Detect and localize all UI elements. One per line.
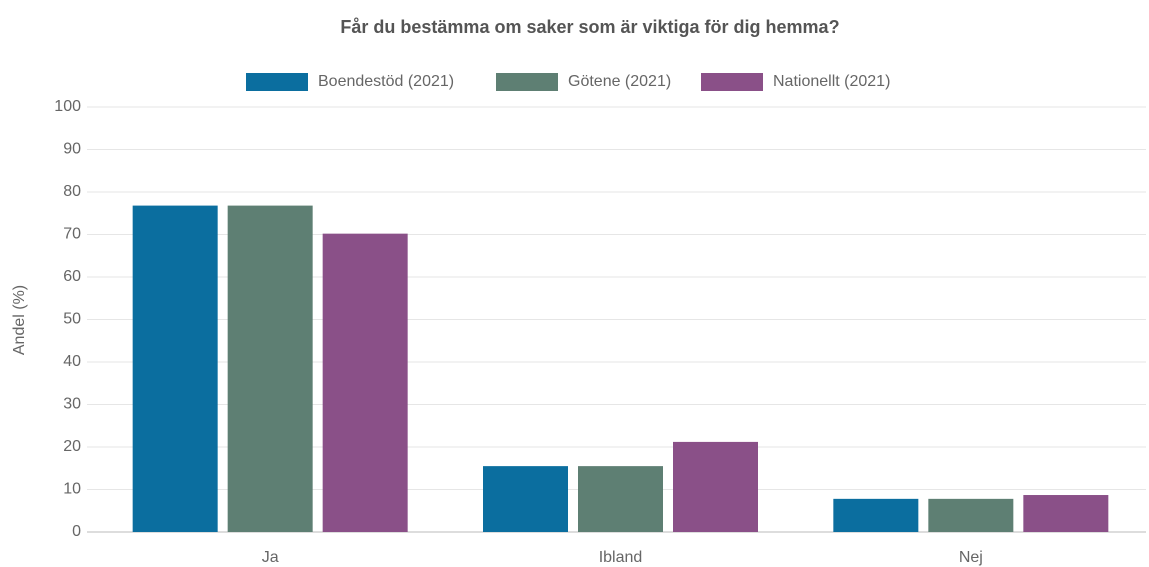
y-tick-label: 0 (72, 523, 81, 540)
y-tick-label: 10 (63, 481, 81, 498)
x-tick-label: Nej (959, 549, 983, 566)
bar (1023, 495, 1109, 532)
bar (833, 498, 919, 532)
bar (227, 205, 313, 532)
chart-title: Får du bestämma om saker som är viktiga … (340, 17, 839, 37)
legend-label: Götene (2021) (568, 73, 671, 90)
legend-swatch (496, 73, 558, 91)
y-tick-label: 30 (63, 396, 81, 413)
legend-label: Boendestöd (2021) (318, 73, 454, 90)
y-tick-label: 100 (54, 98, 81, 115)
legend-swatch (701, 73, 763, 91)
y-tick-label: 20 (63, 438, 81, 455)
x-tick-label: Ja (262, 549, 279, 566)
bar (132, 205, 218, 532)
y-axis-label: Andel (%) (11, 285, 28, 355)
y-tick-label: 60 (63, 268, 81, 285)
bar (578, 466, 663, 532)
y-tick-label: 80 (63, 183, 81, 200)
bar (322, 233, 408, 532)
legend-label: Nationellt (2021) (773, 73, 890, 90)
legend-swatch (246, 73, 308, 91)
y-tick-label: 50 (63, 311, 81, 328)
bar (483, 466, 568, 532)
y-tick-label: 90 (63, 141, 81, 158)
bar (673, 441, 758, 532)
y-tick-label: 70 (63, 226, 81, 243)
bar (928, 498, 1014, 532)
x-tick-label: Ibland (599, 549, 643, 566)
y-tick-label: 40 (63, 353, 81, 370)
